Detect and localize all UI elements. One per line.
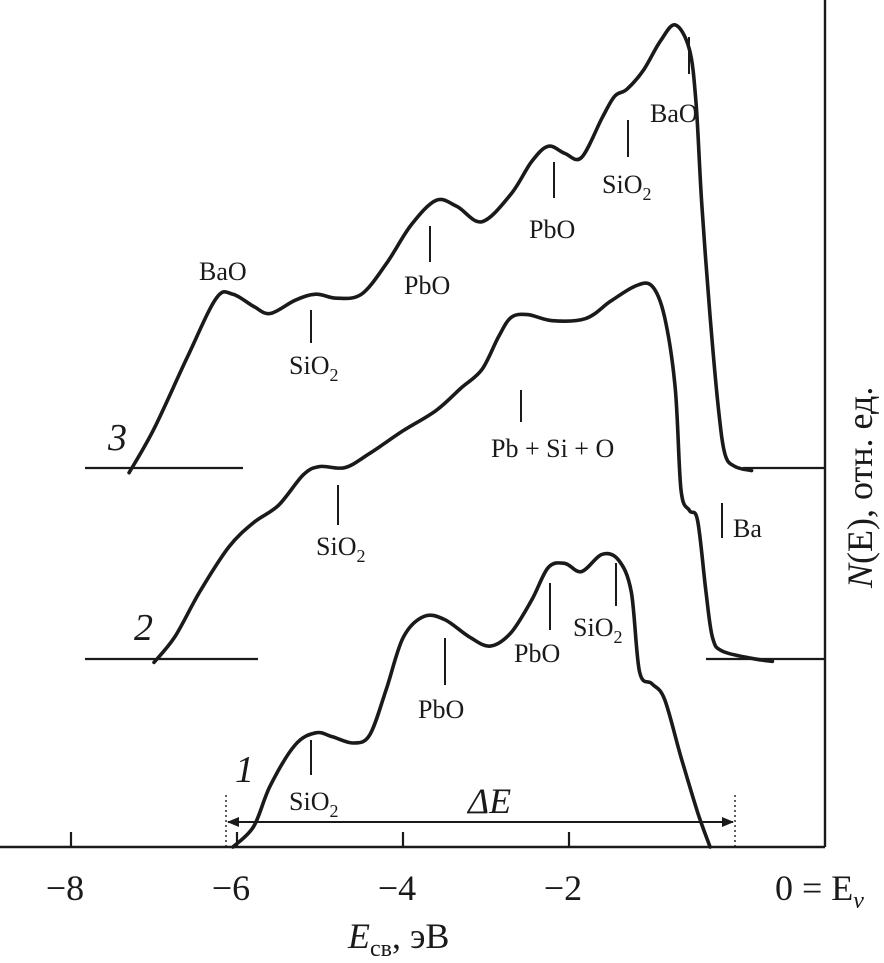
peak-label-sio2: SiO2	[289, 787, 338, 821]
peak-markers	[310, 37, 723, 775]
spectrum-curve-3	[127, 23, 754, 475]
peak-label-pbo: PbO	[514, 639, 560, 668]
peak-label-ba: Ba	[733, 514, 762, 543]
y-axis-label: N(E), отн. ед.	[840, 387, 880, 589]
peak-label-sio2: SiO2	[602, 170, 651, 204]
x-axis-label: Eсв, эВ	[347, 916, 449, 962]
peak-label-bao: BaO	[650, 99, 698, 128]
spectrum-curves	[127, 23, 775, 849]
peak-label-bao: BaO	[199, 257, 247, 286]
zero-tick-label: 0 = Ev	[775, 868, 864, 914]
peak-label-pb-si-o: Pb + Si + O	[491, 434, 614, 463]
spectrum-curve-1	[231, 551, 712, 849]
delta-e-label: ΔE	[466, 781, 511, 821]
peak-label-pbo: PbO	[529, 215, 575, 244]
peak-label-sio2: SiO2	[573, 613, 622, 647]
x-tick-label: −2	[544, 868, 582, 908]
peak-label-pbo: PbO	[418, 695, 464, 724]
x-tick-label: −6	[212, 868, 250, 908]
peak-label-pbo: PbO	[404, 271, 450, 300]
x-tick-label: −8	[46, 868, 84, 908]
series-label-3: 3	[107, 417, 127, 459]
series-label-2: 2	[134, 607, 153, 649]
peak-label-sio2: SiO2	[289, 351, 338, 385]
series-label-1: 1	[235, 749, 254, 791]
x-ticks: −8 −6 −4 −2	[46, 832, 582, 908]
peak-label-sio2: SiO2	[316, 532, 365, 566]
spectrum-curve-2	[152, 281, 775, 665]
x-tick-label: −4	[378, 868, 416, 908]
